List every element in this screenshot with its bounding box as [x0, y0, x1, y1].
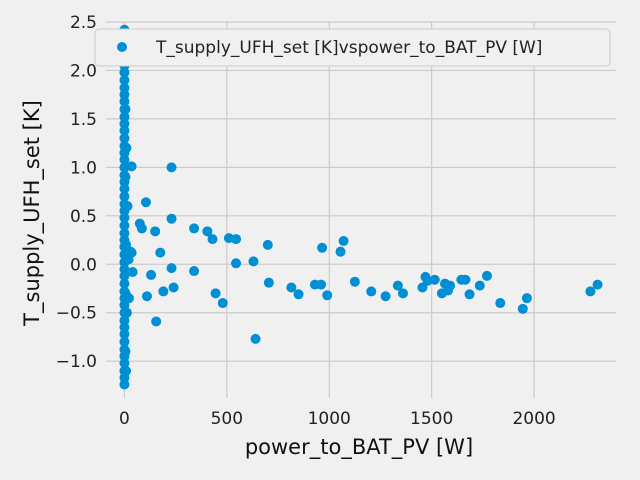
data-point	[146, 269, 157, 280]
data-point	[517, 303, 528, 314]
grid-lines	[106, 21, 616, 398]
data-point	[168, 282, 179, 293]
data-point	[119, 336, 130, 347]
data-point	[495, 298, 506, 309]
data-point	[120, 172, 131, 183]
data-point	[119, 96, 130, 107]
data-points	[119, 24, 603, 390]
data-point	[136, 223, 147, 234]
y-tick-label: −0.5	[56, 304, 97, 324]
data-point	[335, 246, 346, 257]
data-point	[119, 278, 130, 289]
y-tick-label: −1.0	[56, 352, 97, 372]
x-tick-label: 2000	[512, 409, 555, 429]
data-point	[119, 125, 130, 136]
data-point	[189, 266, 200, 277]
data-point	[151, 316, 162, 327]
data-point	[316, 279, 327, 290]
data-point	[140, 197, 151, 208]
data-point	[119, 270, 130, 281]
data-point	[119, 329, 130, 340]
y-tick-label: 1.5	[70, 110, 97, 130]
data-point	[120, 104, 131, 115]
data-point	[217, 298, 228, 309]
data-point	[119, 67, 130, 78]
data-point	[460, 274, 471, 285]
data-point	[250, 333, 261, 344]
data-point	[155, 247, 166, 258]
data-point	[119, 183, 130, 194]
data-point	[166, 162, 177, 173]
data-point	[445, 280, 456, 291]
data-point	[119, 379, 130, 390]
data-point	[189, 223, 200, 234]
data-point	[338, 236, 349, 247]
data-point	[150, 226, 161, 237]
data-point	[166, 213, 177, 224]
data-point	[380, 291, 391, 302]
data-point	[322, 290, 333, 301]
x-tick-label: 1000	[308, 409, 351, 429]
data-point	[231, 234, 242, 245]
y-tick-labels: −1.0 −0.5 0.0 0.5 1.0 1.5 2.0 2.5	[56, 13, 97, 372]
y-tick-label: 1.0	[70, 158, 97, 178]
x-axis-label: power_to_BAT_PV [W]	[245, 435, 473, 460]
x-tick-label: 500	[211, 409, 243, 429]
y-tick-label: 0.5	[70, 207, 97, 227]
data-point	[207, 234, 218, 245]
data-point	[464, 289, 475, 300]
data-point	[248, 256, 259, 267]
y-tick-label: 2.5	[70, 13, 97, 33]
data-point	[121, 307, 132, 318]
data-point	[119, 133, 130, 144]
data-point	[293, 289, 304, 300]
data-point	[119, 220, 130, 231]
data-point	[158, 286, 169, 297]
data-point	[397, 288, 408, 299]
data-point	[263, 277, 274, 288]
data-point	[481, 270, 492, 281]
legend-marker	[117, 42, 127, 52]
x-tick-labels: 0 500 1000 1500 2000	[119, 409, 556, 429]
data-point	[121, 142, 132, 153]
data-point	[417, 282, 428, 293]
data-point	[202, 226, 213, 237]
y-tick-label: 2.0	[70, 61, 97, 81]
legend: T_supply_UFH_set [K]vspower_to_BAT_PV [W…	[94, 28, 611, 67]
data-point	[123, 293, 134, 304]
data-point	[474, 280, 485, 291]
data-point	[121, 365, 132, 376]
legend-frame	[94, 28, 611, 67]
y-tick-label: 0.0	[70, 255, 97, 275]
data-point	[166, 263, 177, 274]
x-tick-label: 0	[119, 409, 130, 429]
data-point	[122, 201, 133, 212]
y-axis-label: T_supply_UFH_set [K]	[20, 100, 45, 327]
data-point	[126, 161, 137, 172]
data-point	[210, 288, 221, 299]
data-point	[392, 280, 403, 291]
data-point	[262, 239, 273, 250]
data-point	[349, 276, 360, 287]
data-point	[592, 279, 603, 290]
data-point	[317, 242, 328, 253]
data-point	[127, 267, 138, 278]
legend-label: T_supply_UFH_set [K]vspower_to_BAT_PV [W…	[155, 38, 542, 58]
data-point	[141, 291, 152, 302]
data-point	[231, 258, 242, 269]
data-point	[429, 274, 440, 285]
data-point	[119, 154, 130, 165]
data-point	[585, 286, 596, 297]
data-point	[126, 247, 137, 258]
x-tick-label: 1500	[410, 409, 453, 429]
data-point	[366, 286, 377, 297]
data-point	[119, 212, 130, 223]
data-point	[119, 358, 130, 369]
data-point	[286, 282, 297, 293]
data-point	[119, 75, 130, 86]
data-point	[521, 293, 532, 304]
data-point	[119, 191, 130, 202]
data-point	[120, 346, 131, 357]
